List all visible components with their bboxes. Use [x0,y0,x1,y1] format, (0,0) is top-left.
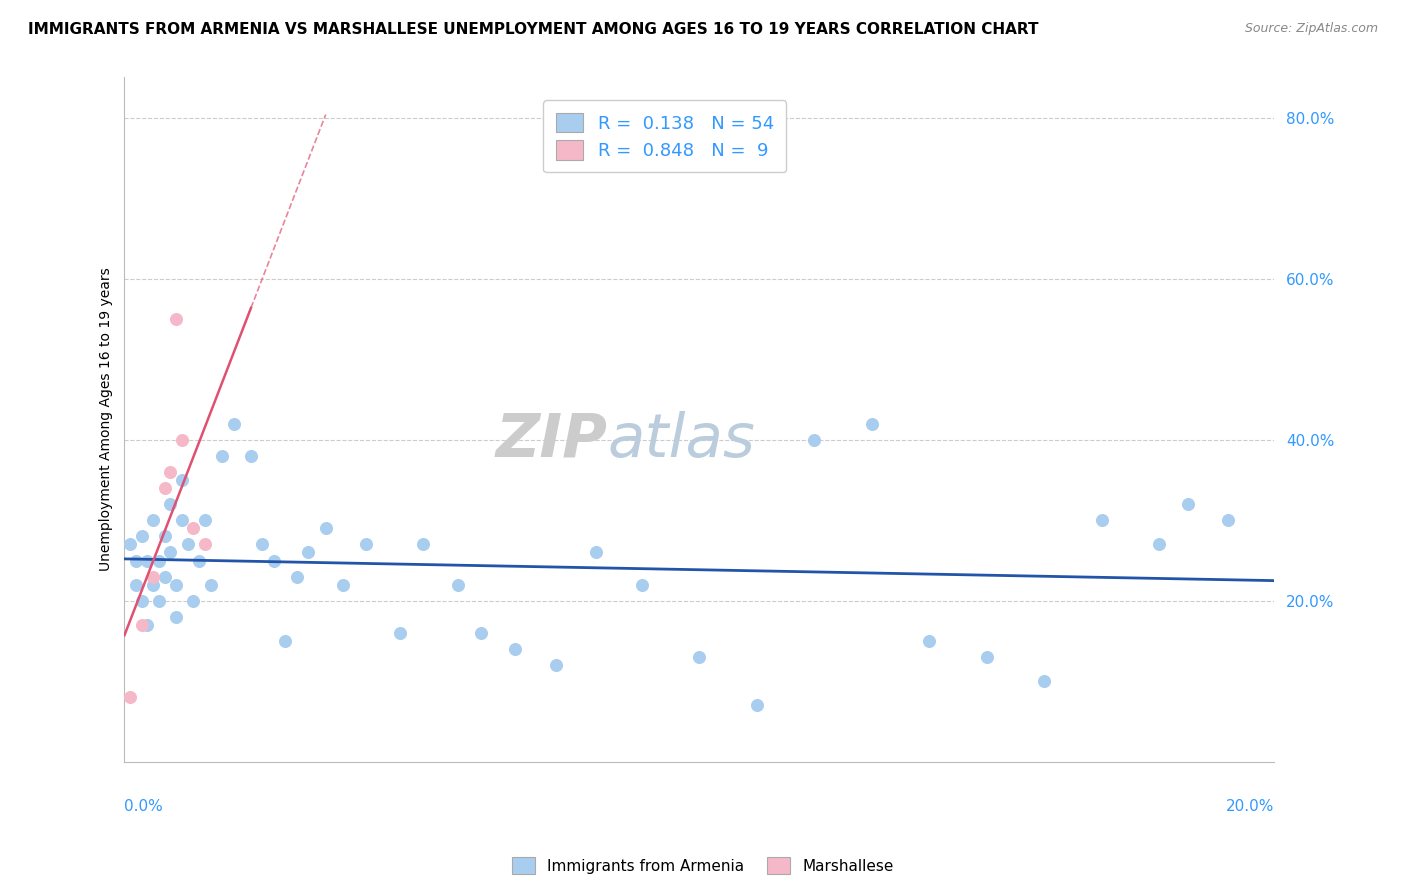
Point [159,545,181,559]
Point [153,529,176,543]
Point [918,634,941,648]
Point [142,577,165,591]
Text: atlas: atlas [607,410,755,470]
Point [159,497,181,511]
Point [165,610,187,624]
Point [860,417,883,431]
Point [177,537,200,551]
Point [332,577,354,591]
Point [148,593,170,607]
Point [252,537,274,551]
Point [194,537,217,551]
Text: ZIP: ZIP [495,410,607,470]
Point [389,626,412,640]
Point [688,650,710,665]
Point [136,618,159,632]
Point [297,545,319,559]
Point [470,626,492,640]
Legend: R =  0.138   N = 54, R =  0.848   N =  9: R = 0.138 N = 54, R = 0.848 N = 9 [544,100,786,172]
Point [120,537,142,551]
Point [1091,513,1114,527]
Point [183,521,205,535]
Point [745,698,768,713]
Legend: Immigrants from Armenia, Marshallese: Immigrants from Armenia, Marshallese [506,851,900,880]
Point [188,553,211,567]
Point [120,690,142,705]
Point [165,577,187,591]
Point [1177,497,1199,511]
Text: Source: ZipAtlas.com: Source: ZipAtlas.com [1244,22,1378,36]
Point [136,553,159,567]
Point [170,433,193,447]
Text: 0.0%: 0.0% [125,799,163,814]
Point [142,513,165,527]
Point [274,634,297,648]
Point [285,569,308,583]
Point [194,513,217,527]
Point [354,537,377,551]
Point [239,449,262,463]
Point [170,513,193,527]
Y-axis label: Unemployment Among Ages 16 to 19 years: Unemployment Among Ages 16 to 19 years [100,268,114,572]
Point [211,449,233,463]
Point [505,642,527,657]
Point [976,650,998,665]
Point [1149,537,1171,551]
Point [447,577,470,591]
Point [544,658,567,673]
Point [125,577,148,591]
Point [170,473,193,487]
Point [159,465,181,479]
Text: IMMIGRANTS FROM ARMENIA VS MARSHALLESE UNEMPLOYMENT AMONG AGES 16 TO 19 YEARS CO: IMMIGRANTS FROM ARMENIA VS MARSHALLESE U… [28,22,1039,37]
Point [1218,513,1240,527]
Point [1033,674,1056,689]
Point [222,417,245,431]
Point [412,537,434,551]
Point [131,529,153,543]
Point [315,521,337,535]
Point [263,553,285,567]
Point [803,433,825,447]
Point [183,593,205,607]
Point [165,312,187,326]
Text: 20.0%: 20.0% [1226,799,1274,814]
Point [631,577,654,591]
Point [200,577,222,591]
Point [131,593,153,607]
Point [142,569,165,583]
Point [585,545,607,559]
Point [153,569,176,583]
Point [153,481,176,495]
Point [148,553,170,567]
Point [131,618,153,632]
Point [125,553,148,567]
